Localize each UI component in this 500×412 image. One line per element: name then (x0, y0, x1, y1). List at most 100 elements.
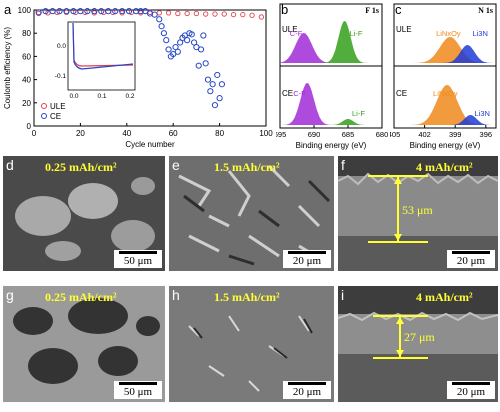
xps-top-peak1-label: C-F (290, 29, 303, 38)
panel-b-letter: b (281, 2, 289, 17)
ce-point (132, 8, 140, 15)
ce-point (98, 8, 105, 15)
ce-point (137, 8, 144, 15)
x-tick-label-a: 20 (76, 129, 85, 138)
legend-ule-label: ULE (50, 102, 66, 111)
ce-point (151, 11, 158, 18)
inset-x-tick-label: 0.2 (125, 93, 134, 100)
ce-point (84, 8, 91, 15)
xps-bottom-sample-label: CE (396, 89, 407, 98)
xps-x-tick-label: 405 (390, 130, 400, 139)
sem-letter-g: g (6, 287, 14, 303)
inset-x-tick-label: 0.1 (97, 93, 106, 100)
ule-point (240, 11, 246, 18)
y-tick-label-a: 80 (22, 29, 31, 38)
ce-point (160, 30, 168, 37)
ce-point (216, 95, 223, 102)
inset-y-tick-label: -0.1 (55, 73, 67, 80)
xps-bottom-peak1-label: LiNxOy (433, 89, 458, 98)
panel-a-letter: a (4, 2, 12, 17)
xps-x-tick-label: 402 (418, 130, 431, 139)
ce-point (91, 8, 98, 15)
xps-title: N 1s (478, 6, 493, 15)
x-tick-label-a: 80 (215, 129, 224, 138)
xps-x-tick-label: 399 (449, 130, 462, 139)
ule-point (175, 10, 181, 17)
ule-point (221, 11, 227, 17)
xps-peak-bottom-2 (394, 115, 496, 125)
y-tick-label-a: 100 (18, 6, 32, 15)
x-axis-label-a: Cycle number (125, 140, 175, 149)
ule-point (184, 10, 190, 17)
sem-image-e: e 1.5 mAh/cm² 20 μm (169, 156, 334, 271)
y-axis-label-a: Coulomb efficiency (%) (3, 27, 12, 109)
xps-x-tick-label: 685 (342, 130, 355, 139)
xps-top-peak2-label: Li-F (350, 29, 363, 38)
xps-x-axis-label: Binding energy (eV) (296, 141, 367, 150)
scalebar-g: 50 μm (114, 381, 162, 399)
sem-image-f: f 4 mAh/cm² 53 μm 20 μm (338, 156, 498, 271)
ce-point (49, 8, 56, 15)
ce-point (126, 8, 133, 15)
sem-letter-e: e (172, 157, 180, 173)
n1s-xps-chart: 405 402 399 396 Binding energy (eV) N 1s ULE CE… (390, 3, 497, 150)
ce-point (174, 48, 181, 55)
sem-texture-h (169, 286, 334, 402)
ule-point (165, 10, 172, 16)
scalebar-i: 20 μm (447, 381, 495, 399)
y-tick-label-a: 60 (22, 52, 31, 61)
sem-caption-g: 0.25 mAh/cm² (45, 290, 117, 304)
xps-peak-top-1 (280, 33, 382, 63)
xps-x-tick-label: 680 (376, 130, 388, 139)
coulomb-efficiency-chart: 0 20 40 60 80 100 0 20 40 60 80 100 Cycle number Coul… (3, 6, 273, 149)
xps-bottom-peak2-label: Li3N (475, 109, 490, 118)
ce-point (105, 8, 112, 15)
ce-point (156, 16, 163, 23)
sem-letter-i: i (341, 287, 345, 303)
ce-point (188, 31, 195, 38)
legend-ce-marker (41, 113, 47, 119)
ce-point (35, 9, 42, 16)
inset-x-tick-label: 0.0 (69, 93, 78, 100)
xps-top-sample-label: ULE (282, 25, 298, 34)
xps-top-sample-label: ULE (396, 25, 412, 34)
xps-x-tick-label: 695 (276, 130, 286, 139)
ce-point (42, 8, 49, 15)
ce-point (158, 23, 165, 30)
panel-c-letter: c (395, 2, 402, 17)
ce-point (56, 8, 63, 15)
xps-x-tick-label: 396 (480, 130, 493, 139)
ce-point (119, 8, 126, 15)
inset-frame (67, 21, 136, 91)
sem-caption-d: 0.25 mAh/cm² (45, 160, 117, 174)
legend-ule-marker (41, 103, 47, 109)
x-tick-label-a: 100 (259, 129, 273, 138)
x-tick-label-a: 0 (32, 129, 37, 138)
xps-top-peak1-label: LiNxOy (436, 29, 461, 38)
ce-point (163, 37, 170, 44)
y-tick-label-a: 0 (27, 122, 32, 131)
ce-point (184, 37, 191, 44)
sem-image-i: i 4 mAh/cm² 27 μm 20 μm (338, 286, 498, 402)
ule-point (258, 14, 265, 20)
sem-image-h: h 1.5 mAh/cm² 20 μm (169, 286, 334, 402)
ce-point (207, 88, 214, 95)
sem-caption-e: 1.5 mAh/cm² (214, 160, 280, 174)
scalebar-h: 20 μm (283, 381, 331, 399)
ce-point (165, 46, 172, 53)
ce-point (195, 62, 202, 69)
sem-image-d: d 0.25 mAh/cm² 50 μm (3, 156, 165, 271)
x-tick-label-a: 60 (169, 129, 178, 138)
ce-point (209, 81, 216, 88)
ce-point (218, 81, 226, 88)
xps-bottom-peak1-label: C-F (293, 89, 306, 98)
xps-bottom-peak2-label: Li-F (352, 109, 365, 118)
f1s-xps-chart: 695 690 685 680 Binding energy (eV) F 1s ULE CE… (276, 3, 388, 150)
sem-caption-i: 4 mAh/cm² (416, 290, 473, 304)
scalebar-e: 20 μm (283, 250, 331, 268)
xps-peak-bottom-2 (280, 119, 382, 125)
inset-ce-curve (72, 22, 134, 70)
ule-point (230, 11, 237, 18)
ule-point (249, 12, 255, 18)
legend-ce-label: CE (50, 112, 61, 121)
